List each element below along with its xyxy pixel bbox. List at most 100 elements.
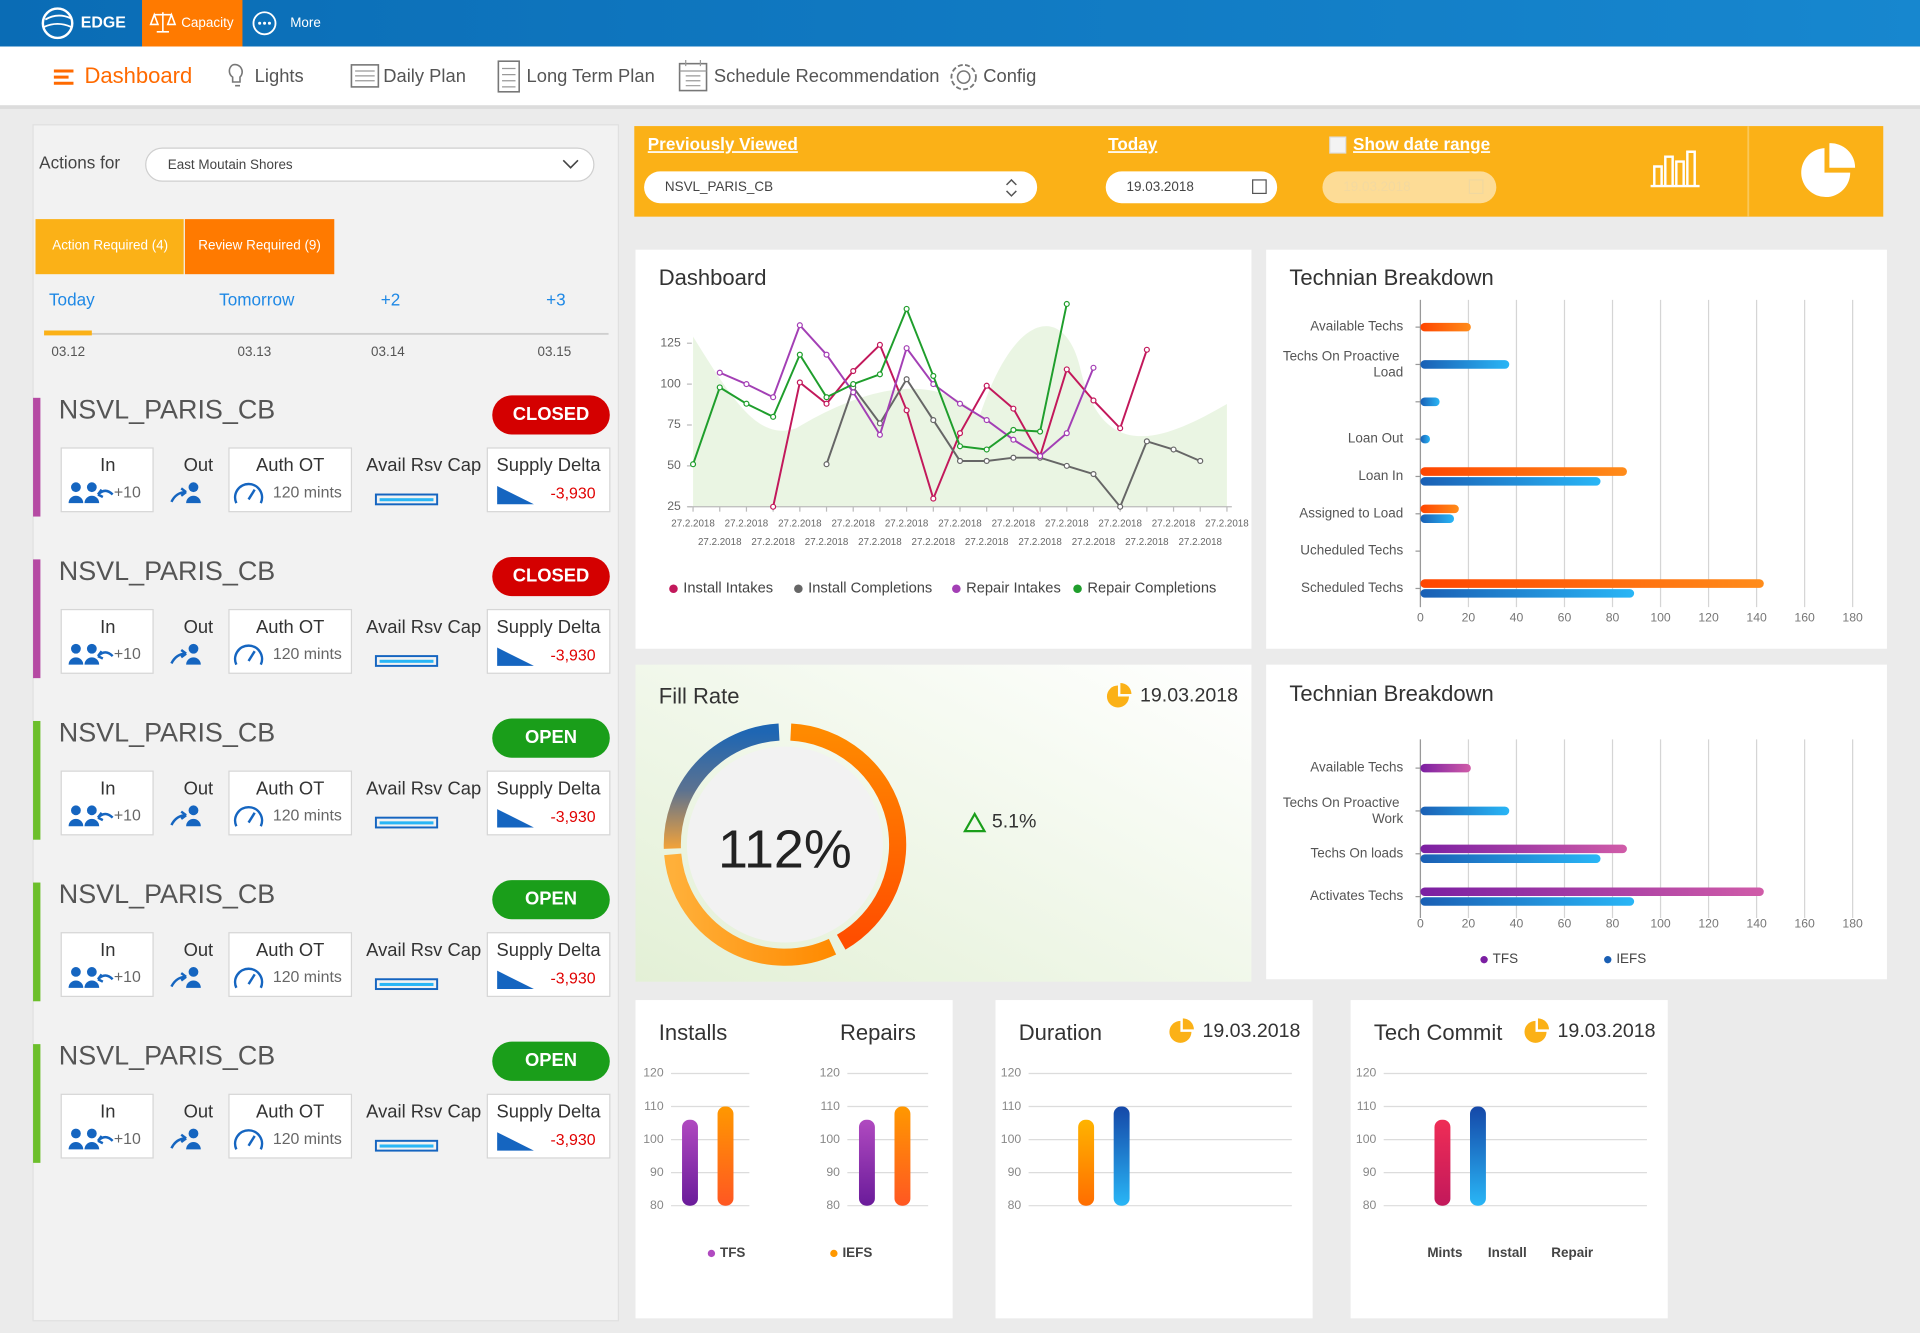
y-tick-label: 80 [650,1198,664,1212]
legend-label: TFS [720,1245,745,1260]
status-pill[interactable] [492,718,610,758]
divider [1747,126,1750,217]
bar [1420,467,1627,476]
person-icon [188,643,199,654]
filter-label[interactable]: Previously Viewed [648,134,798,154]
location-select[interactable] [145,147,595,182]
x-tick-label: 27.2.2018 [1045,518,1089,529]
point [770,394,777,401]
nav-item[interactable]: Lights [255,65,304,86]
day-name[interactable]: Today [49,290,95,310]
x-tick-label: Repair [1551,1245,1594,1260]
nav-item[interactable]: Long Term Plan [527,65,655,86]
gauge-icon [233,482,264,504]
arrow-icon [96,650,114,660]
legend-swatch [1604,955,1612,964]
status: CLOSED [513,564,590,585]
nav-bar [0,46,1920,106]
x-tick-label: 27.2.2018 [992,518,1036,529]
point [983,382,990,389]
metric-value: -3,930 [551,970,596,987]
person-icon [71,1128,81,1139]
y-tick-label: Available Techs [1310,760,1403,775]
tab[interactable]: More [290,15,321,30]
person-icon [86,1128,97,1139]
capacity-fill [379,1144,434,1148]
tab-review[interactable] [184,219,335,275]
legend-label: Repair Completions [1087,581,1216,597]
point [1090,397,1097,404]
checkbox[interactable] [1329,136,1347,154]
status-pill[interactable] [492,1041,610,1081]
bar [894,1106,911,1206]
point [1010,454,1017,461]
card-name: NSVL_PARIS_CB [59,394,276,424]
status-pill[interactable] [492,395,610,435]
day-name[interactable]: +3 [546,290,566,310]
capacity-bar [374,978,439,991]
person-icon [71,967,81,977]
tab-active[interactable] [142,0,243,47]
y-tick-label: Techs On Proactive Work [1283,795,1404,826]
ring-center [686,746,883,943]
tab-action[interactable] [35,219,184,275]
daily-plan-icon [350,64,380,88]
person-body [186,980,201,988]
nav-item[interactable]: Config [983,65,1036,86]
date-input[interactable] [1105,171,1278,204]
card-accent [33,720,41,840]
person-icon [71,482,81,493]
bar [1420,360,1510,369]
day-name[interactable]: +2 [381,290,401,310]
capacity-fill [379,659,434,663]
point [876,431,883,438]
panel [995,1000,1313,1319]
point [876,420,883,427]
metric-box [228,447,353,513]
tab-label: Review Required (9) [198,238,321,253]
day-name[interactable]: Tomorrow [219,290,295,310]
x-tick-label: Install [1488,1245,1527,1260]
nav-item[interactable]: Schedule Recommendation [714,65,940,86]
point [1143,438,1150,445]
bar-chart-icon[interactable] [1650,150,1700,188]
point [903,345,910,352]
person-body [84,657,100,665]
gauge-icon [233,805,264,827]
x-tick-label: 27.2.2018 [1205,518,1249,529]
person-icon [71,805,81,816]
nav-item[interactable]: Dashboard [84,63,192,88]
person-icon [188,805,199,816]
status-pill[interactable] [492,880,610,920]
point [876,341,883,348]
point [956,457,964,465]
tab[interactable]: Capacity [181,15,234,30]
point [823,461,830,468]
day-date: 03.12 [51,344,85,359]
view-select[interactable] [644,171,1038,204]
config-icon [950,63,977,91]
x-tick-label: 27.2.2018 [698,537,742,548]
metric-value: -3,930 [551,809,596,826]
bar [1420,477,1601,486]
chevrons [1006,178,1017,197]
bar [1420,897,1635,906]
chart-title: Fill Rate [659,684,740,709]
calendar-icon [1252,179,1267,195]
pie-icon-slice[interactable] [1829,143,1856,168]
capacity-fill [379,498,434,502]
filter-label[interactable]: Today [1108,134,1158,154]
point [770,413,777,420]
bar [1470,1106,1486,1206]
filter-label[interactable]: Show date range [1353,134,1490,154]
arrow-icon [96,1135,114,1145]
status-pill[interactable] [492,556,610,597]
x-tick-label: 27.2.2018 [885,518,929,529]
pie-icon[interactable] [1801,148,1851,198]
metric-value: +10 [114,808,141,825]
nav-item[interactable]: Daily Plan [383,65,466,86]
y-tick-label: Techs On loads [1311,845,1404,860]
y-tick-label: 110 [644,1099,664,1113]
